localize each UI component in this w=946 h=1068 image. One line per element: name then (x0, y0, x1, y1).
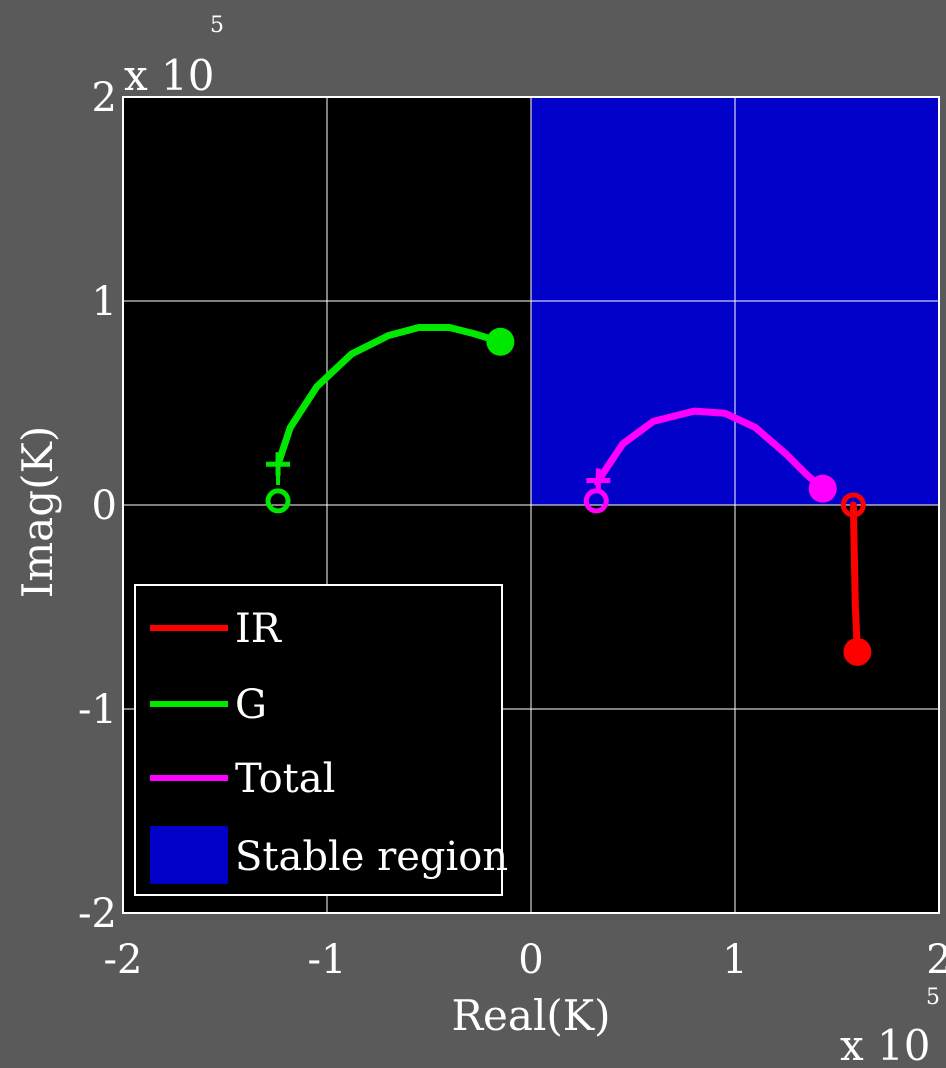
y-tick-label: -2 (78, 891, 117, 937)
series-line-ir (849, 501, 861, 656)
y-tick-label: 0 (92, 483, 117, 529)
legend-swatch-stable-region (150, 826, 228, 884)
x-tick-label: -2 (104, 937, 143, 983)
x-axis-label: Real(K) (451, 991, 610, 1040)
y-multiplier-base: x 10 (124, 51, 214, 100)
x-tick-label: 2 (926, 937, 946, 983)
origin-marker-total (583, 488, 609, 514)
x-tick-labels: -2 -1 0 1 2 (104, 937, 946, 983)
grid-lines (123, 97, 939, 913)
end-marker-ir (843, 637, 872, 666)
y-tick-label: 2 (92, 75, 117, 121)
x-tick-label: 0 (518, 937, 543, 983)
start-marker-ir (840, 492, 866, 518)
x-tick-label: 1 (722, 937, 747, 983)
legend-label-g: G (235, 682, 267, 728)
y-tick-label: 1 (92, 279, 117, 325)
x-multiplier-base: x 10 (840, 1021, 930, 1068)
legend-label-total: Total (235, 756, 335, 802)
y-multiplier-exponent: 5 (210, 13, 224, 38)
series-layer (265, 324, 872, 666)
origin-marker-g (265, 488, 291, 514)
y-tick-label: -1 (78, 687, 117, 733)
end-marker-g (486, 327, 515, 356)
plot-frame (122, 96, 940, 914)
end-marker-total (808, 474, 837, 503)
x-multiplier-exponent: 5 (926, 985, 940, 1010)
legend-label-stable-region: Stable region (235, 834, 508, 880)
legend-label-ir: IR (235, 606, 283, 652)
series-line-g (274, 324, 504, 468)
y-axis-label: Imag(K) (13, 426, 62, 599)
x-tick-label: -1 (308, 937, 347, 983)
y-tick-labels: 2 1 0 -1 -2 (78, 75, 117, 937)
series-line-total (594, 407, 827, 493)
legend: IR G Total Stable region (134, 584, 508, 896)
